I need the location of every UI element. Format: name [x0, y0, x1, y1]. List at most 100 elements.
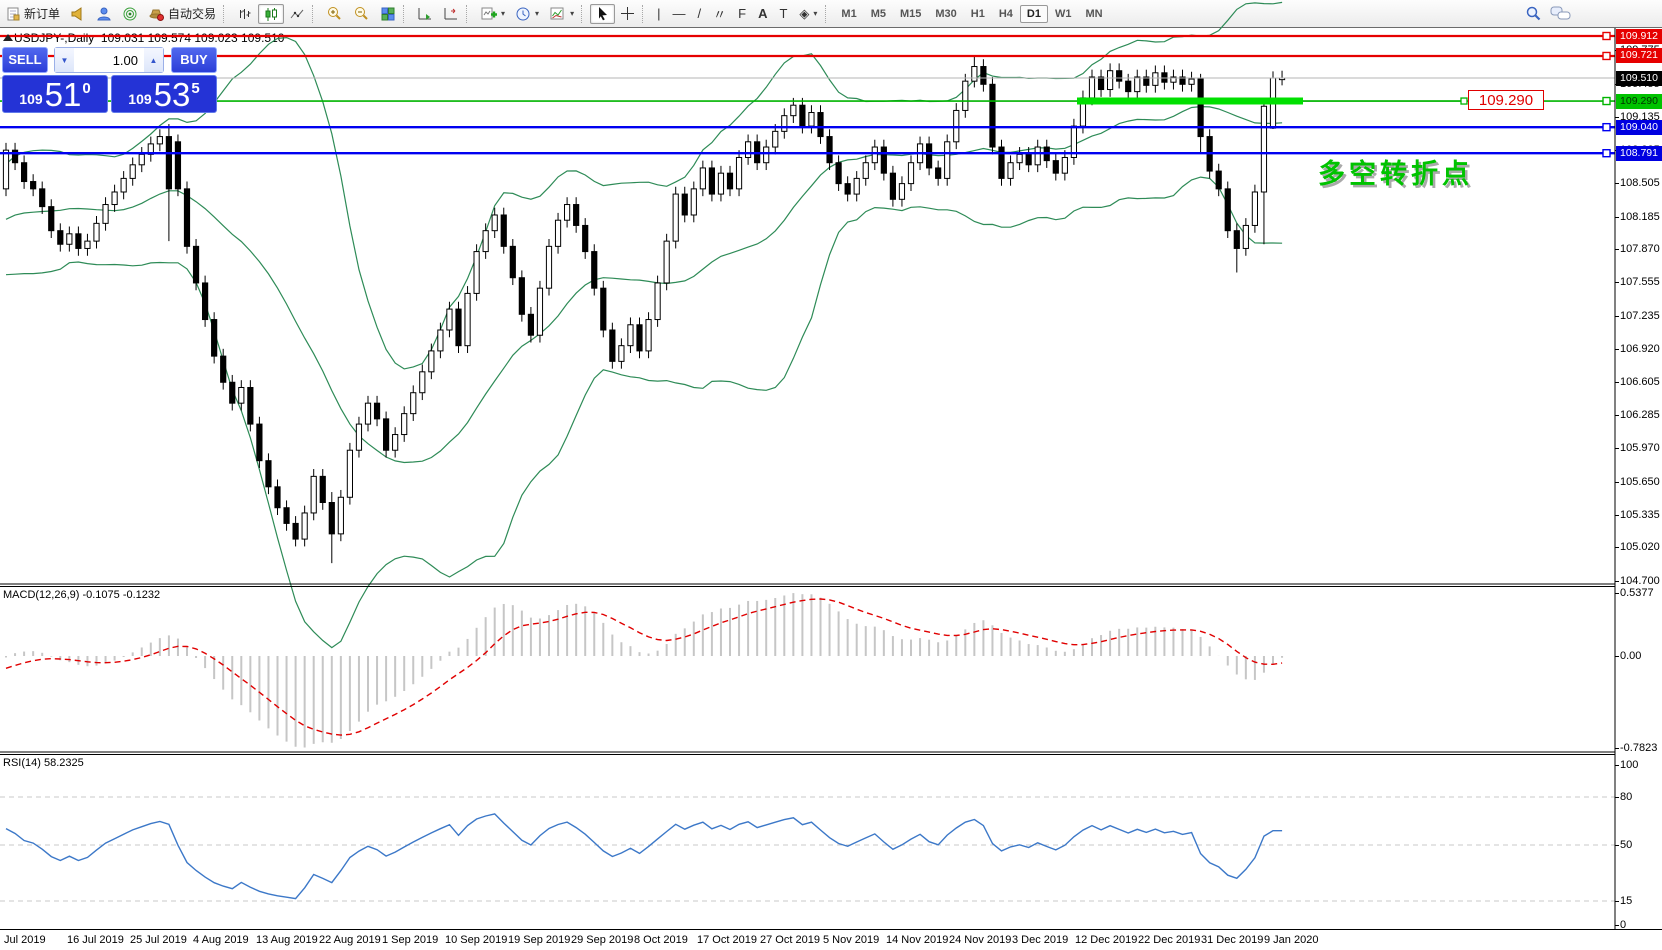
buy-price-box[interactable]: 109 53 5 [111, 75, 217, 113]
channel-tool-button[interactable]: 〃 [713, 7, 727, 22]
bull-candle [554, 219, 562, 247]
timeframe-button-m5[interactable]: M5 [870, 7, 886, 20]
dropdown-caret: ▾ [501, 9, 506, 18]
bar-chart-button[interactable] [232, 4, 258, 24]
bull-candle [971, 66, 978, 82]
macd-tick-label: -0.7823 [1615, 742, 1662, 754]
bear-candle [1143, 76, 1150, 86]
line-chart-button[interactable] [284, 4, 310, 24]
bull-candle [310, 475, 317, 514]
timeframe-button-mn[interactable]: MN [1085, 7, 1103, 20]
volume-input[interactable] [74, 48, 144, 72]
horn-icon [71, 6, 82, 21]
price-badge: 108.791 [1616, 145, 1662, 161]
trendline-tool-button[interactable]: / [697, 6, 702, 21]
chart-shift-button[interactable] [438, 4, 464, 24]
candlestick-chart-icon [265, 7, 278, 21]
candlestick-chart-button[interactable] [258, 3, 285, 24]
timeframe-button-m1[interactable]: M1 [841, 7, 857, 20]
toolbar-grip [403, 4, 408, 23]
zoom-out-icon [355, 7, 368, 20]
date-tick-label: 16 Jul 2019 [67, 934, 124, 946]
rsi-line [5, 813, 1283, 900]
macd-signal-line [5, 598, 1283, 736]
cursor-tool-button[interactable] [590, 3, 616, 24]
bull-candle [862, 162, 869, 179]
add-indicator-button[interactable]: ▾ [475, 4, 510, 24]
price-level-flag[interactable]: 109.290 [1468, 90, 1544, 110]
radar-icon [123, 7, 137, 20]
bear-candle [609, 329, 616, 362]
bear-candle [256, 423, 263, 462]
auto-scroll-button[interactable] [412, 4, 438, 24]
volume-decrease-button[interactable]: ▼ [55, 48, 74, 72]
sell-price-box[interactable]: 109 51 0 [2, 75, 108, 113]
bear-candle [11, 149, 19, 164]
tile-windows-button[interactable] [375, 4, 401, 24]
timeframe-button-w1[interactable]: W1 [1054, 7, 1072, 20]
chat-icon[interactable] [1550, 5, 1572, 22]
timeframe-button-h1[interactable]: H1 [970, 7, 985, 20]
bear-candle [681, 193, 688, 216]
bear-candle [826, 136, 833, 164]
bull-candle [410, 392, 417, 415]
new-order-button[interactable]: 新订单 [0, 4, 65, 24]
bull-candle [93, 222, 100, 242]
bear-candle [75, 233, 82, 249]
volume-increase-button[interactable]: ▲ [144, 48, 163, 72]
bull-candle [536, 287, 544, 336]
text-tool-button[interactable]: A [758, 6, 768, 21]
alerts-button[interactable] [65, 4, 91, 24]
bear-candle [708, 167, 715, 195]
signals-button[interactable] [117, 4, 143, 24]
bear-candle [373, 402, 381, 420]
bear-candle [1125, 80, 1132, 93]
bull-candle [346, 449, 353, 498]
one-click-toggle[interactable] [3, 34, 13, 41]
bear-candle [935, 167, 942, 179]
timeframe-button-h4[interactable]: H4 [998, 7, 1013, 20]
bull-candle [962, 80, 969, 111]
sell-button[interactable]: SELL [2, 47, 48, 73]
date-tick-label: 12 Dec 2019 [1075, 934, 1138, 946]
timeframe-button-m15[interactable]: M15 [899, 7, 922, 20]
bull-candle [401, 413, 408, 436]
bull-candle [663, 240, 670, 284]
price-tick-label: 107.870 [1615, 243, 1662, 255]
date-tick-label: 29 Sep 2019 [571, 934, 634, 946]
bull-candle [871, 146, 878, 164]
date-tick-label: 3 Dec 2019 [1012, 934, 1069, 946]
template-button[interactable]: ▾ [544, 4, 579, 24]
timeframe-button-m30[interactable]: M30 [935, 7, 957, 20]
bear-candle [328, 502, 335, 535]
bear-candle [383, 418, 390, 451]
autotrading-button[interactable]: 自动交易 [143, 4, 221, 24]
bear-candle [573, 204, 580, 226]
crosshair-tool-button[interactable] [615, 4, 640, 24]
market-watch-button[interactable] [91, 4, 117, 24]
bear-candle [889, 172, 896, 200]
bull-candle [111, 191, 118, 206]
period-button[interactable]: ▾ [510, 4, 544, 24]
fibonacci-tool-button[interactable]: F [738, 6, 747, 21]
annotation-text[interactable]: 多空转折点 [1318, 159, 1473, 189]
timeframe-button-d1[interactable]: D1 [1019, 4, 1048, 23]
zoom-out-button[interactable] [348, 4, 375, 24]
template-icon [550, 7, 564, 19]
zoom-in-button[interactable] [321, 4, 348, 24]
bear-candle [202, 282, 209, 321]
buy-button[interactable]: BUY [171, 47, 217, 73]
bear-candle [980, 66, 987, 85]
label-tool-button[interactable]: T [779, 6, 788, 21]
vline-tool-button[interactable]: | [657, 6, 661, 21]
bear-candle [518, 277, 525, 315]
price-tick-label: 106.605 [1615, 376, 1662, 388]
price-tick-label: 107.555 [1615, 276, 1662, 288]
bear-candle [500, 214, 507, 247]
hline-tool-button[interactable]: — [672, 6, 686, 21]
price-badge: 109.721 [1616, 48, 1662, 64]
arrows-tool-button[interactable]: ◈ ▾ [793, 4, 823, 24]
search-icon[interactable] [1525, 5, 1542, 22]
price-tick-label: 106.285 [1615, 409, 1662, 421]
